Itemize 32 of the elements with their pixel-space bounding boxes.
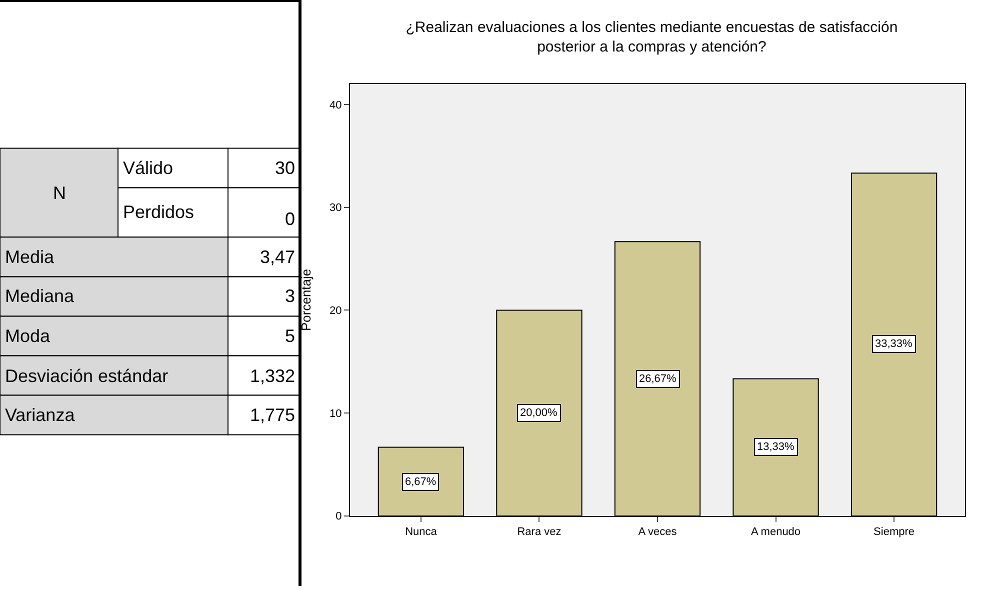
text: Desviación estándar bbox=[5, 366, 168, 386]
text: 1,775 bbox=[250, 405, 296, 425]
y-axis-title: Porcentaje bbox=[298, 268, 314, 331]
data-label: 13,33% bbox=[757, 441, 795, 453]
chart-title: ¿Realizan evaluaciones a los clientes mediante encuestas de satisfacción posterior a la compras y atención? bbox=[406, 19, 898, 56]
x-tick-label: Nunca bbox=[405, 526, 438, 538]
text: 0 bbox=[285, 209, 296, 229]
y-tick-label: 10 bbox=[330, 408, 342, 420]
text: Moda bbox=[5, 326, 52, 346]
text: Válido bbox=[123, 158, 174, 178]
x-tick-label: A menudo bbox=[750, 526, 801, 538]
x-tick-label: Rara vez bbox=[517, 526, 562, 538]
text: 5 bbox=[285, 326, 296, 346]
text: Varianza bbox=[5, 405, 76, 425]
text: N bbox=[53, 183, 66, 203]
data-label: 20,00% bbox=[520, 407, 558, 419]
text: Perdidos bbox=[123, 202, 194, 222]
text: 30 bbox=[275, 158, 296, 178]
y-tick-label: 20 bbox=[330, 305, 342, 318]
text: 3 bbox=[285, 286, 296, 306]
x-tick-label: Siempre bbox=[874, 526, 915, 538]
y-tick-label: 0 bbox=[336, 510, 342, 523]
text: Mediana bbox=[5, 286, 76, 306]
text: 3,47 bbox=[260, 247, 296, 267]
data-label: 6,67% bbox=[405, 476, 436, 488]
y-tick-label: 30 bbox=[330, 202, 342, 214]
data-label: 26,67% bbox=[639, 373, 677, 385]
y-tick-label: 40 bbox=[330, 99, 342, 112]
text: Media bbox=[5, 247, 56, 267]
data-label: 33,33% bbox=[875, 338, 913, 350]
text: 1,332 bbox=[250, 366, 296, 386]
x-tick-label: A veces bbox=[638, 526, 678, 538]
